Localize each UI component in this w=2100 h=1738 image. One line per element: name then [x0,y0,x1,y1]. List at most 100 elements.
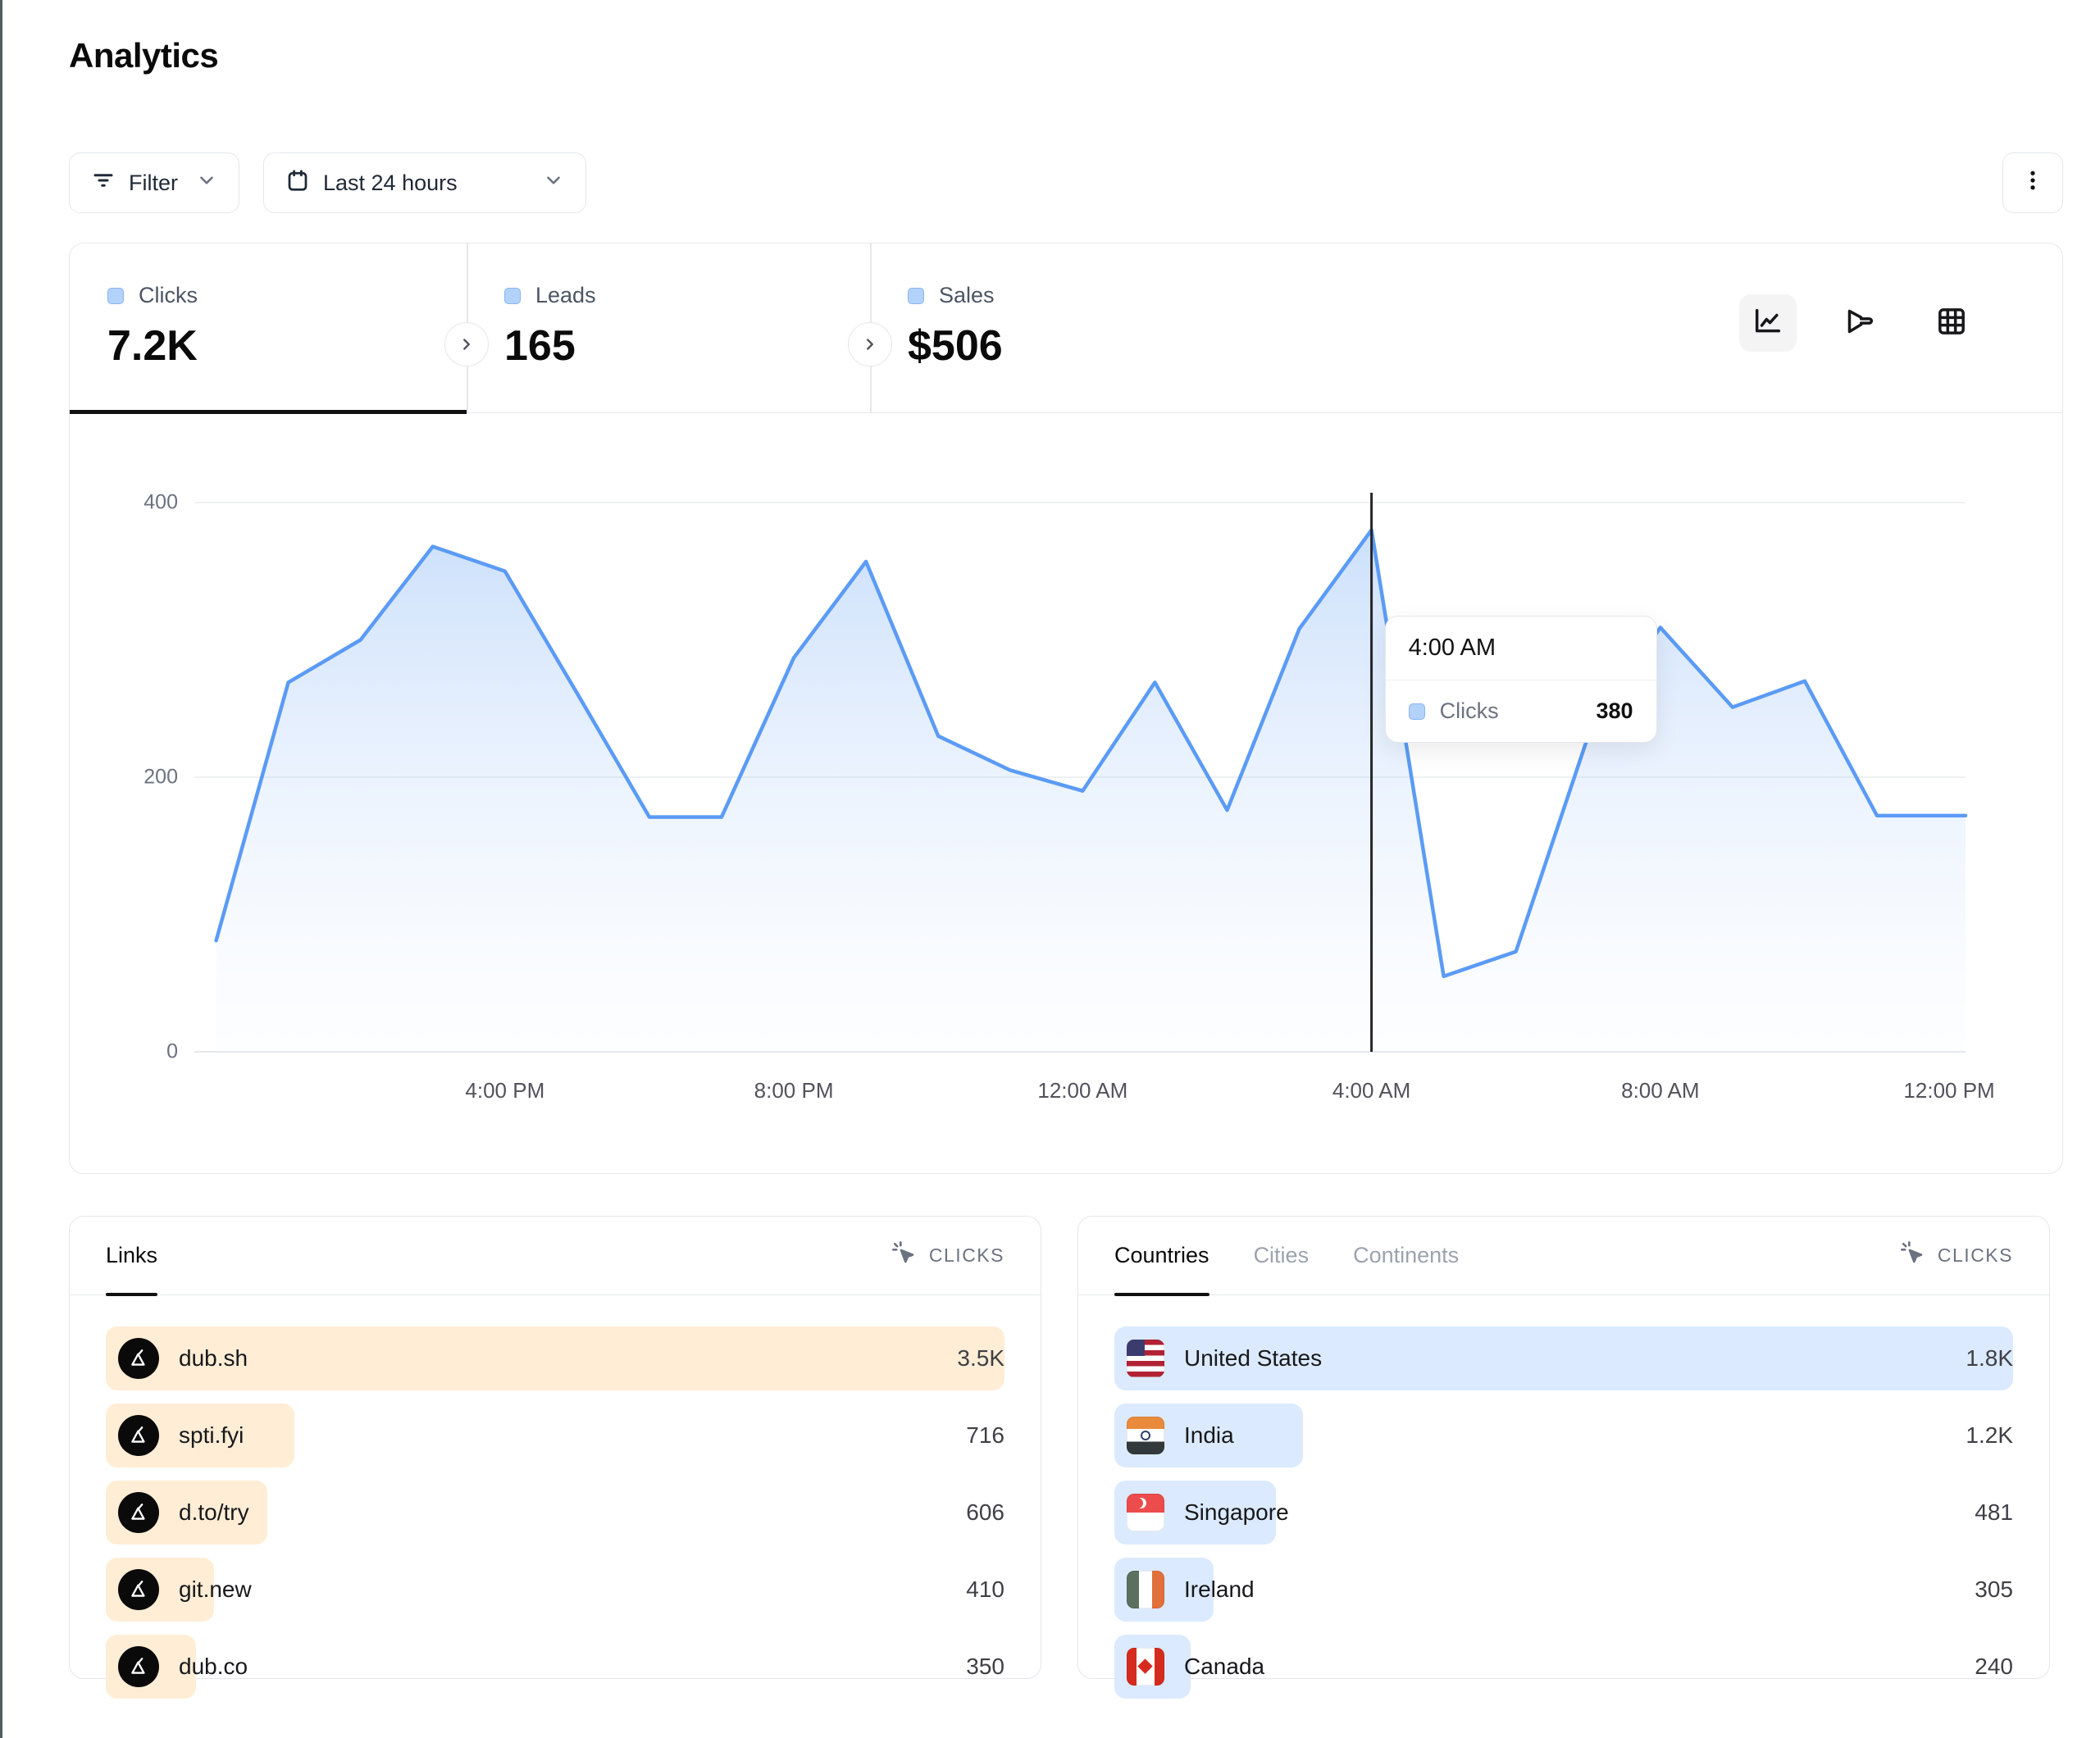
flag-in-icon [1127,1417,1164,1454]
dub-logo-icon [118,1646,159,1687]
value-bar [1114,1326,2013,1390]
kebab-menu-icon [2020,168,2045,198]
item-value: 1.8K [1966,1345,2013,1371]
list-item[interactable]: Singapore 481 [1114,1481,2013,1545]
tab-clicks-label: Clicks [139,283,198,307]
tab-sales[interactable]: Sales $506 [870,243,1003,412]
clicks-value: 7.2K [107,322,198,370]
expand-leads-button[interactable] [444,322,489,366]
cursor-click-icon [1900,1240,1926,1272]
item-value: 3.5K [957,1345,1004,1371]
sales-legend-swatch [908,287,924,304]
tab-cities-label: Cities [1253,1243,1310,1267]
geo-panel: Countries Cities Continents CLICKS Unite… [1077,1216,2050,1699]
links-metric-toggle[interactable]: CLICKS [891,1240,1004,1272]
cursor-click-icon [891,1240,918,1272]
item-label: dub.co [179,1654,248,1679]
flag-sg-icon [1127,1494,1164,1531]
list-item[interactable]: git.new 410 [106,1558,1004,1622]
y-tick-label: 200 [143,765,178,789]
links-panel-header: Links CLICKS [70,1217,1041,1296]
links-metric-label: CLICKS [928,1244,1004,1266]
funnel-view-button[interactable] [1831,294,1888,352]
analytics-card: Clicks 7.2K Leads 165 Sales $506 [69,243,2063,1174]
clicks-area-chart[interactable]: 0 200 400 4:00 PM 8:00 PM 12:00 AM 4:00 AM 8:0… [143,448,1994,1103]
x-tick-label: 8:00 AM [1621,1078,1700,1103]
tab-continents[interactable]: Continents [1353,1217,1459,1295]
countries-list: United States 1.8K India 1.2K Singapore … [1078,1295,2049,1730]
list-item[interactable]: Ireland 305 [1114,1558,2013,1622]
tab-countries-label: Countries [1114,1243,1209,1267]
leads-legend-swatch [504,287,521,304]
list-item[interactable]: dub.sh 3.5K [106,1326,1004,1390]
dub-logo-icon [118,1415,159,1456]
item-label: spti.fyi [179,1422,244,1448]
value-bar [106,1326,1004,1390]
links-list: dub.sh 3.5K spti.fyi 716 d.to/try 606 gi… [70,1295,1041,1730]
x-tick-label: 4:00 PM [465,1078,545,1103]
x-tick-label: 8:00 PM [754,1078,834,1103]
table-view-button[interactable] [1923,294,1980,352]
x-tick-label: 12:00 PM [1903,1078,1995,1103]
tooltip-series-label: Clicks [1439,698,1499,723]
tab-cities[interactable]: Cities [1254,1217,1310,1295]
y-tick-label: 400 [143,490,178,514]
item-value: 410 [966,1576,1004,1602]
y-tick-label: 0 [166,1040,178,1063]
geo-metric-label: CLICKS [1937,1244,2013,1266]
filter-button[interactable]: Filter [69,152,239,213]
flag-ie-icon [1127,1571,1164,1608]
tooltip-value: 380 [1596,698,1633,723]
tab-clicks[interactable]: Clicks 7.2K [70,243,467,414]
list-item[interactable]: d.to/try 606 [106,1481,1004,1545]
item-label: Singapore [1184,1499,1289,1525]
links-panel: Links CLICKS dub.sh 3.5K spti.fyi 716 d [69,1216,1041,1699]
tab-leads-label: Leads [535,283,596,307]
list-item[interactable]: Canada 240 [1114,1635,2013,1699]
list-item[interactable]: dub.co 350 [106,1635,1004,1699]
area-fill [216,530,1966,1052]
metric-tabs: Clicks 7.2K Leads 165 Sales $506 [70,243,2062,414]
item-value: 606 [966,1499,1004,1525]
geo-panel-header: Countries Cities Continents CLICKS [1078,1217,2049,1296]
flag-ca-icon [1127,1648,1164,1686]
line-chart-icon [1752,305,1784,342]
line-chart-view-button[interactable] [1739,294,1797,352]
tab-sales-label: Sales [939,283,995,307]
clicks-legend-swatch [107,287,124,304]
tab-links[interactable]: Links [106,1217,158,1296]
item-value: 350 [966,1654,1004,1679]
table-grid-icon [1935,305,1968,342]
filter-icon [91,168,116,198]
item-label: git.new [179,1576,252,1602]
item-label: d.to/try [179,1499,249,1525]
list-item[interactable]: India 1.2K [1114,1404,2013,1467]
flag-us-icon [1127,1340,1164,1377]
tab-countries[interactable]: Countries [1114,1217,1209,1296]
date-range-label: Last 24 hours [323,170,458,195]
chevron-down-icon [543,170,564,197]
geo-metric-toggle[interactable]: CLICKS [1900,1240,2013,1272]
item-value: 716 [966,1422,1004,1448]
item-label: Canada [1184,1654,1265,1679]
item-value: 1.2K [1966,1422,2013,1448]
date-range-button[interactable]: Last 24 hours [263,152,586,213]
funnel-icon [1843,305,1876,342]
clicks-line [214,528,1968,979]
calendar-icon [285,168,310,198]
list-item[interactable]: United States 1.8K [1114,1326,2013,1390]
item-label: United States [1184,1345,1323,1371]
tab-leads[interactable]: Leads 165 [467,243,870,412]
list-item[interactable]: spti.fyi 716 [106,1404,1004,1467]
expand-sales-button[interactable] [848,322,892,366]
chart-view-switcher [1739,294,1980,352]
tooltip-legend-swatch [1408,703,1425,720]
chart-canvas[interactable] [194,448,1968,1053]
item-label: Ireland [1184,1576,1255,1602]
dub-logo-icon [118,1338,159,1379]
more-options-button[interactable] [2002,152,2063,213]
sales-value: $506 [908,322,1003,370]
dub-logo-icon [118,1492,159,1533]
item-label: dub.sh [179,1345,248,1371]
